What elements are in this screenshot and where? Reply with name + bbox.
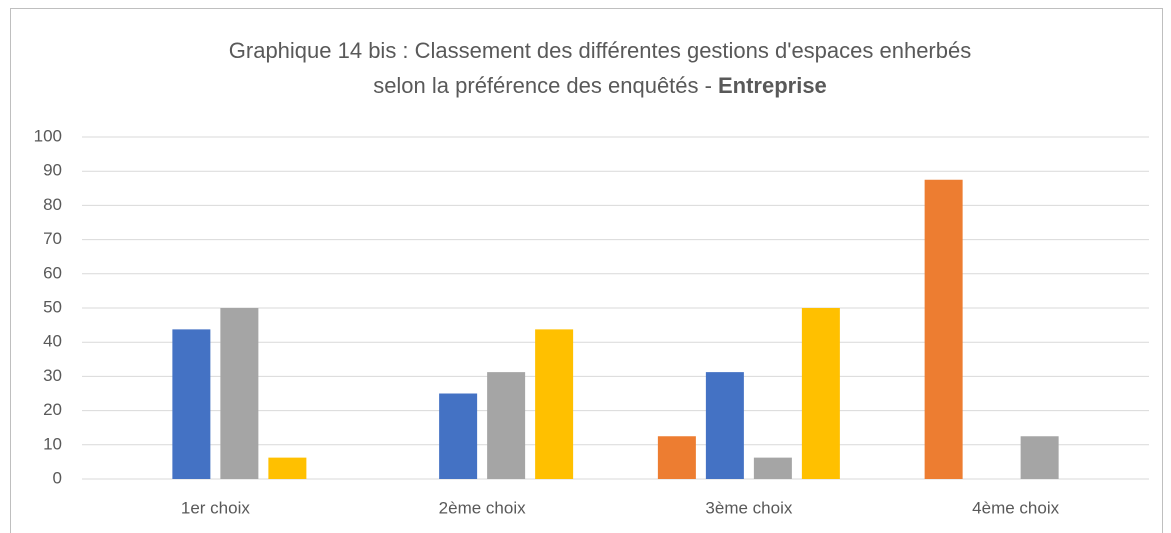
chart-frame (10, 8, 1163, 533)
y-tick-label: 90 (43, 161, 62, 180)
y-tick-label: 20 (43, 400, 62, 419)
bar (1020, 436, 1059, 479)
bar (924, 179, 963, 479)
bar (439, 393, 478, 479)
bar (705, 372, 744, 479)
bar (801, 308, 840, 479)
bar (268, 457, 307, 479)
y-tick-label: 0 (53, 468, 62, 487)
chart-title-line: selon la préférence des enquêtés - (373, 73, 712, 98)
y-tick-label: 10 (43, 434, 62, 453)
bar (487, 372, 526, 479)
bar (220, 308, 259, 479)
y-tick-label: 50 (43, 297, 62, 316)
y-tick-label: 40 (43, 332, 62, 351)
y-tick-label: 100 (34, 126, 62, 145)
chart-title-emphasis: Entreprise (718, 73, 827, 98)
chart-title: selon la préférence des enquêtés - Entrep… (373, 73, 827, 98)
y-tick-label: 30 (43, 366, 62, 385)
y-tick-label: 80 (43, 195, 62, 214)
x-tick-label: 2ème choix (439, 498, 526, 517)
x-tick-label: 1er choix (181, 498, 250, 517)
y-tick-label: 60 (43, 263, 62, 282)
x-tick-label: 3ème choix (705, 498, 792, 517)
x-tick-label: 4ème choix (972, 498, 1059, 517)
bar (172, 329, 211, 479)
bar (657, 436, 696, 479)
y-tick-label: 70 (43, 229, 62, 248)
chart-title: Graphique 14 bis : Classement des différ… (229, 38, 971, 63)
bar (535, 329, 574, 479)
bar (753, 457, 792, 479)
